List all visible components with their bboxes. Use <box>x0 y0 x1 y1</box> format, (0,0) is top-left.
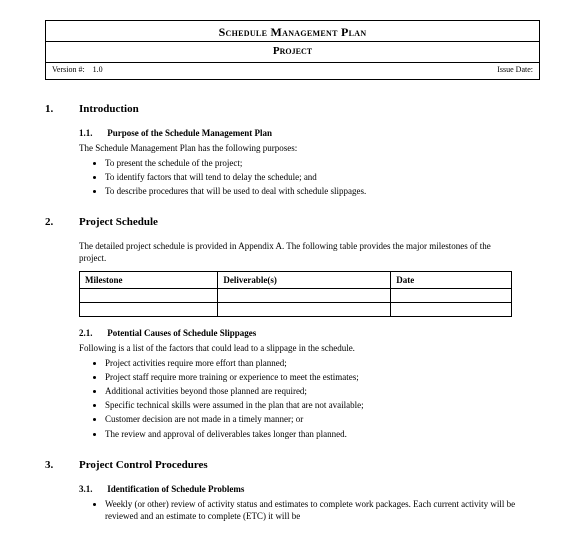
subsection-number: 1.1. <box>79 127 105 139</box>
document-meta-row: Version #: 1.0 Issue Date: <box>46 62 539 79</box>
issue-date-label: Issue Date: <box>497 65 533 76</box>
subsection-identification: 3.1. Identification of Schedule Problems… <box>79 483 540 522</box>
section-number: 1. <box>45 102 79 200</box>
section-title: Introduction <box>79 102 540 117</box>
section-title: Project Schedule <box>79 215 540 230</box>
subsection-header: 1.1. Purpose of the Schedule Management … <box>79 127 540 139</box>
bullet-list: Project activities require more effort t… <box>105 357 540 440</box>
version-value: 1.0 <box>93 65 103 74</box>
table-cell <box>218 302 391 316</box>
subsection-intro: The Schedule Management Plan has the fol… <box>79 142 540 154</box>
version-label: Version #: <box>52 65 85 74</box>
table-cell <box>218 288 391 302</box>
list-item: Customer decision are not made in a time… <box>105 413 540 425</box>
table-cell <box>391 288 512 302</box>
subsection-number: 3.1. <box>79 483 105 495</box>
bullet-list: Weekly (or other) review of activity sta… <box>105 498 540 522</box>
table-cell <box>80 288 218 302</box>
subsection-title: Potential Causes of Schedule Slippages <box>107 328 256 338</box>
list-item: Project activities require more effort t… <box>105 357 540 369</box>
list-item: To identify factors that will tend to de… <box>105 171 540 183</box>
subsection-number: 2.1. <box>79 327 105 339</box>
subsection-header: 2.1. Potential Causes of Schedule Slippa… <box>79 327 540 339</box>
table-cell <box>80 302 218 316</box>
section-project-schedule: 2. Project Schedule The detailed project… <box>45 215 540 441</box>
subsection-title: Purpose of the Schedule Management Plan <box>107 128 272 138</box>
section-intro: The detailed project schedule is provide… <box>79 240 503 264</box>
list-item: Specific technical skills were assumed i… <box>105 399 540 411</box>
subsection-intro: Following is a list of the factors that … <box>79 342 540 354</box>
table-header: Deliverable(s) <box>218 271 391 288</box>
list-item: To present the schedule of the project; <box>105 157 540 169</box>
subsection-slippages: 2.1. Potential Causes of Schedule Slippa… <box>79 327 540 440</box>
document-header-box: Schedule Management Plan Project Version… <box>45 20 540 80</box>
list-item: The review and approval of deliverables … <box>105 428 540 440</box>
section-introduction: 1. Introduction 1.1. Purpose of the Sche… <box>45 102 540 200</box>
subsection-title: Identification of Schedule Problems <box>107 484 244 494</box>
list-item: Weekly (or other) review of activity sta… <box>105 498 540 522</box>
table-header: Date <box>391 271 512 288</box>
document-title: Schedule Management Plan <box>46 21 539 42</box>
section-title: Project Control Procedures <box>79 458 540 473</box>
bullet-list: To present the schedule of the project; … <box>105 157 540 197</box>
document-subtitle: Project <box>46 42 539 62</box>
section-control-procedures: 3. Project Control Procedures 3.1. Ident… <box>45 458 540 524</box>
table-cell <box>391 302 512 316</box>
subsection-header: 3.1. Identification of Schedule Problems <box>79 483 540 495</box>
table-header-row: Milestone Deliverable(s) Date <box>80 271 512 288</box>
version-field: Version #: 1.0 <box>52 65 103 76</box>
table-row <box>80 288 512 302</box>
section-number: 2. <box>45 215 79 441</box>
list-item: Additional activities beyond those plann… <box>105 385 540 397</box>
milestones-table: Milestone Deliverable(s) Date <box>79 271 512 317</box>
table-row <box>80 302 512 316</box>
list-item: Project staff require more training or e… <box>105 371 540 383</box>
table-header: Milestone <box>80 271 218 288</box>
list-item: To describe procedures that will be used… <box>105 185 540 197</box>
section-number: 3. <box>45 458 79 524</box>
subsection-purpose: 1.1. Purpose of the Schedule Management … <box>79 127 540 198</box>
